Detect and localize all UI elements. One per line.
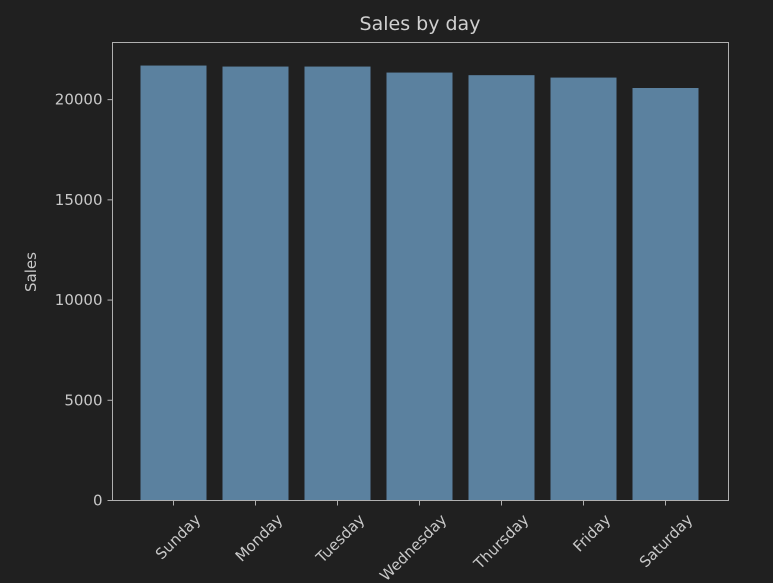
bar-sunday xyxy=(140,65,207,501)
bar-friday xyxy=(550,77,617,501)
bar-wednesday xyxy=(386,72,453,501)
y-tick-label: 10000 xyxy=(55,291,103,309)
bar-monday xyxy=(222,66,289,501)
chart-title: Sales by day xyxy=(360,13,481,35)
x-tick-label: Wednesday xyxy=(376,511,450,583)
x-tick-label: Thursday xyxy=(470,511,533,574)
bars-group xyxy=(140,65,699,501)
plot-frame xyxy=(112,42,729,501)
y-tick-label: 0 xyxy=(93,492,103,510)
y-tick-label: 5000 xyxy=(64,391,102,409)
x-tick-label: Friday xyxy=(569,511,614,556)
x-tick-label: Tuesday xyxy=(312,511,369,568)
x-tick-label: Saturday xyxy=(636,511,697,572)
x-ticks-group: Sunday Monday Tuesday Wednesday Thursday Frid… xyxy=(152,500,697,583)
y-tick-label: 15000 xyxy=(55,191,103,209)
y-tick-label: 20000 xyxy=(55,91,103,109)
bar-saturday xyxy=(632,87,699,501)
y-ticks-group: 0 5000 10000 15000 20000 xyxy=(55,91,113,510)
y-axis-label: Sales xyxy=(22,252,40,292)
x-tick-label: Sunday xyxy=(152,511,205,564)
bar-tuesday xyxy=(304,66,371,501)
x-tick-label: Monday xyxy=(232,511,287,566)
bar-thursday xyxy=(468,75,535,501)
